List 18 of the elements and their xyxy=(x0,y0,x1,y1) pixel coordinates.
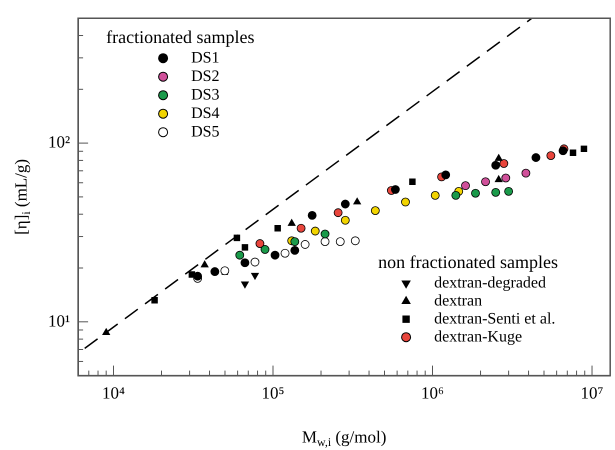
y-tick-label: 10² xyxy=(48,132,70,152)
legend-label: DS2 xyxy=(191,68,220,85)
legend-label: dextran-degraded xyxy=(434,274,546,292)
legend-label: dextran xyxy=(434,292,482,310)
legend-label: DS5 xyxy=(191,123,220,140)
legend-label: DS3 xyxy=(191,86,220,104)
legend-title: fractionated samples xyxy=(106,26,255,47)
legend-label: DS1 xyxy=(191,49,220,66)
x-tick-label: 10⁵ xyxy=(262,383,285,402)
x-tick-label: 10⁴ xyxy=(102,383,126,402)
legend-label: DS4 xyxy=(191,104,220,122)
annotation: non fractionated samples xyxy=(378,252,558,272)
legend-label: dextran-Senti et al. xyxy=(434,310,556,328)
legend-label: dextran-Kuge xyxy=(434,328,522,346)
y-axis-title: [η]i (mL/g) xyxy=(11,158,34,235)
x-tick-label: 10⁶ xyxy=(421,383,444,402)
y-tick-label: 10¹ xyxy=(48,311,70,330)
x-tick-label: 10⁷ xyxy=(580,383,604,402)
